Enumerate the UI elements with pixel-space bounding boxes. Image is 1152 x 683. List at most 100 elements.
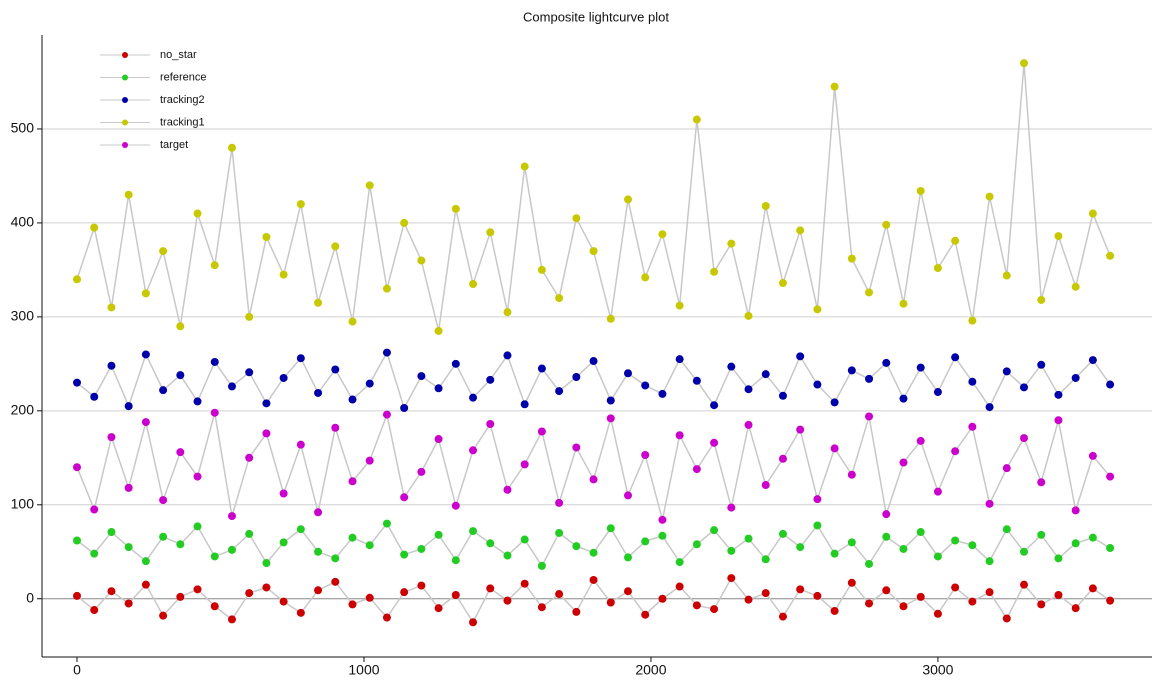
- point: [623, 369, 632, 378]
- point: [262, 583, 271, 592]
- point: [296, 440, 305, 449]
- point: [382, 613, 391, 622]
- legend-label: tracking1: [160, 116, 205, 128]
- point: [606, 598, 615, 607]
- point: [262, 559, 271, 568]
- point: [1054, 416, 1063, 425]
- point: [417, 581, 426, 590]
- point: [1088, 584, 1097, 593]
- point: [503, 351, 512, 360]
- point: [744, 595, 753, 604]
- point: [159, 611, 168, 620]
- point: [865, 374, 874, 383]
- point: [572, 443, 581, 452]
- point: [503, 596, 512, 605]
- point: [176, 592, 185, 601]
- point: [1106, 251, 1115, 260]
- point: [606, 524, 615, 533]
- point: [1037, 360, 1046, 369]
- point: [968, 316, 977, 325]
- point: [899, 602, 908, 611]
- point: [73, 463, 82, 472]
- point: [400, 493, 409, 502]
- point: [727, 574, 736, 583]
- point: [348, 477, 357, 486]
- point: [1088, 451, 1097, 460]
- point: [503, 551, 512, 560]
- y-tick-label: 400: [11, 214, 35, 230]
- point: [159, 247, 168, 256]
- point: [417, 256, 426, 265]
- point: [572, 373, 581, 382]
- point: [382, 284, 391, 293]
- point: [847, 254, 856, 263]
- point: [279, 489, 288, 498]
- point: [141, 350, 150, 359]
- point: [658, 594, 667, 603]
- y-tick-label: 100: [11, 495, 35, 511]
- legend-marker: [122, 74, 128, 81]
- point: [882, 510, 891, 519]
- point: [951, 583, 960, 592]
- point: [90, 505, 99, 514]
- point: [107, 361, 116, 370]
- point: [555, 590, 564, 599]
- point: [417, 467, 426, 476]
- point: [1071, 282, 1080, 291]
- point: [813, 495, 822, 504]
- point: [279, 270, 288, 279]
- point: [1037, 530, 1046, 539]
- point: [520, 579, 529, 588]
- point: [537, 561, 546, 570]
- point: [176, 322, 185, 331]
- point: [176, 540, 185, 549]
- point: [141, 289, 150, 298]
- point: [555, 387, 564, 396]
- point: [968, 422, 977, 431]
- point: [589, 548, 598, 557]
- point: [623, 587, 632, 596]
- point: [296, 200, 305, 209]
- point: [1088, 209, 1097, 218]
- point: [469, 527, 478, 536]
- point: [675, 301, 684, 310]
- y-tick-label: 200: [11, 402, 35, 418]
- point: [1106, 380, 1115, 389]
- point: [951, 447, 960, 456]
- point: [865, 412, 874, 421]
- point: [451, 590, 460, 599]
- point: [73, 275, 82, 284]
- point: [314, 586, 323, 595]
- point: [933, 609, 942, 618]
- point: [193, 472, 202, 481]
- point: [727, 503, 736, 512]
- point: [555, 528, 564, 537]
- point: [90, 549, 99, 558]
- point: [1002, 367, 1011, 376]
- point: [778, 279, 787, 288]
- point: [365, 379, 374, 388]
- point: [331, 577, 340, 586]
- point: [744, 420, 753, 429]
- point: [417, 372, 426, 381]
- point: [434, 435, 443, 444]
- point: [107, 587, 116, 596]
- point: [951, 236, 960, 245]
- point: [606, 414, 615, 423]
- point: [778, 612, 787, 621]
- point: [348, 533, 357, 542]
- point: [641, 450, 650, 459]
- point: [1106, 472, 1115, 481]
- point: [262, 429, 271, 438]
- point: [658, 515, 667, 524]
- point: [296, 354, 305, 363]
- point: [1071, 539, 1080, 548]
- point: [658, 230, 667, 239]
- point: [727, 239, 736, 248]
- point: [537, 427, 546, 436]
- point: [589, 247, 598, 256]
- point: [434, 530, 443, 539]
- point: [451, 359, 460, 368]
- point: [847, 366, 856, 375]
- point: [227, 545, 236, 554]
